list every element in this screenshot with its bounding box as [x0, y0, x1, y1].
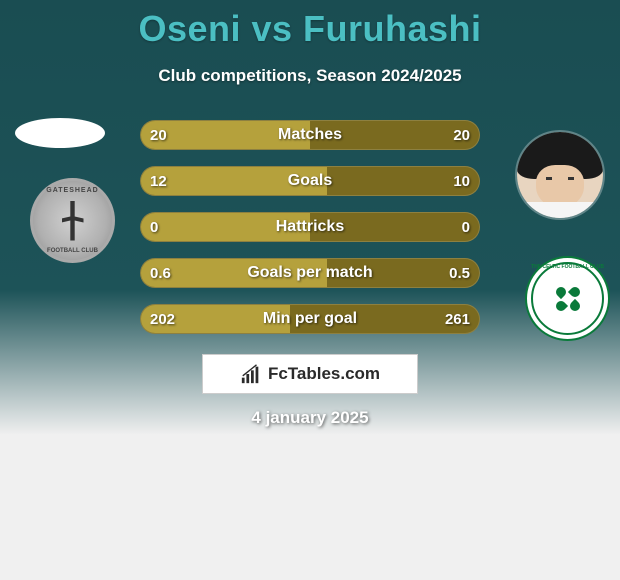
- subtitle: Club competitions, Season 2024/2025: [0, 66, 620, 86]
- stat-row: Min per goal202261: [140, 304, 480, 334]
- stat-row: Goals per match0.60.5: [140, 258, 480, 288]
- chart-bars-icon: [240, 363, 262, 385]
- player-right-photo: [515, 130, 605, 220]
- date-label: 4 january 2025: [0, 408, 620, 428]
- stat-fill: [141, 213, 310, 241]
- player-left-photo: [15, 118, 105, 148]
- stat-fill: [141, 167, 327, 195]
- badge-left-sub: FOOTBALL CLUB: [33, 248, 112, 254]
- stat-row: Hattricks00: [140, 212, 480, 242]
- stat-fill: [141, 305, 290, 333]
- stat-track: [140, 120, 480, 150]
- stat-fill: [141, 121, 310, 149]
- stat-track: [140, 258, 480, 288]
- stat-row: Goals1210: [140, 166, 480, 196]
- stat-track: [140, 166, 480, 196]
- page-title: Oseni vs Furuhashi: [0, 0, 620, 50]
- brand-label: FcTables.com: [268, 364, 380, 384]
- stat-row: Matches2020: [140, 120, 480, 150]
- stat-track: [140, 304, 480, 334]
- brand-box[interactable]: FcTables.com: [202, 354, 418, 394]
- stat-track: [140, 212, 480, 242]
- stat-fill: [141, 259, 327, 287]
- club-badge-right: THE CELTIC FOOTBALL CLUB: [525, 256, 610, 341]
- badge-left-name: GATESHEAD: [33, 187, 112, 194]
- stat-list: Matches2020 Goals1210 Hattricks00 Goals per…: [140, 120, 480, 350]
- club-badge-left: GATESHEAD FOOTBALL CLUB: [30, 178, 115, 263]
